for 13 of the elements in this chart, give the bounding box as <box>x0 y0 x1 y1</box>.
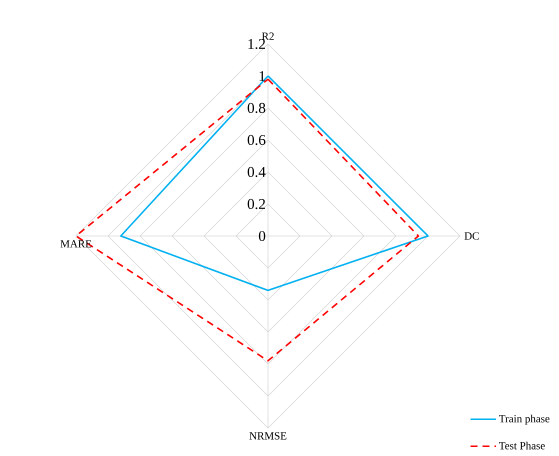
spoke-label: DC <box>464 232 479 240</box>
legend-label: Train phase <box>498 414 550 425</box>
y-tick-label: 0.6 <box>248 134 266 146</box>
legend-label: Test Phase <box>498 442 545 450</box>
spoke-label: NRMSE <box>249 432 286 440</box>
spoke-label: R2 <box>262 32 274 40</box>
y-tick-label: 0.2 <box>248 198 265 210</box>
y-tick-label: 1 <box>260 71 265 81</box>
y-tick-label: 0.4 <box>248 166 266 178</box>
y-tick-label: 0.8 <box>248 102 266 114</box>
y-tick-label: 0 <box>258 230 266 242</box>
y-tick-label: 1.2 <box>248 38 265 50</box>
spoke-label: MARE <box>60 240 92 248</box>
